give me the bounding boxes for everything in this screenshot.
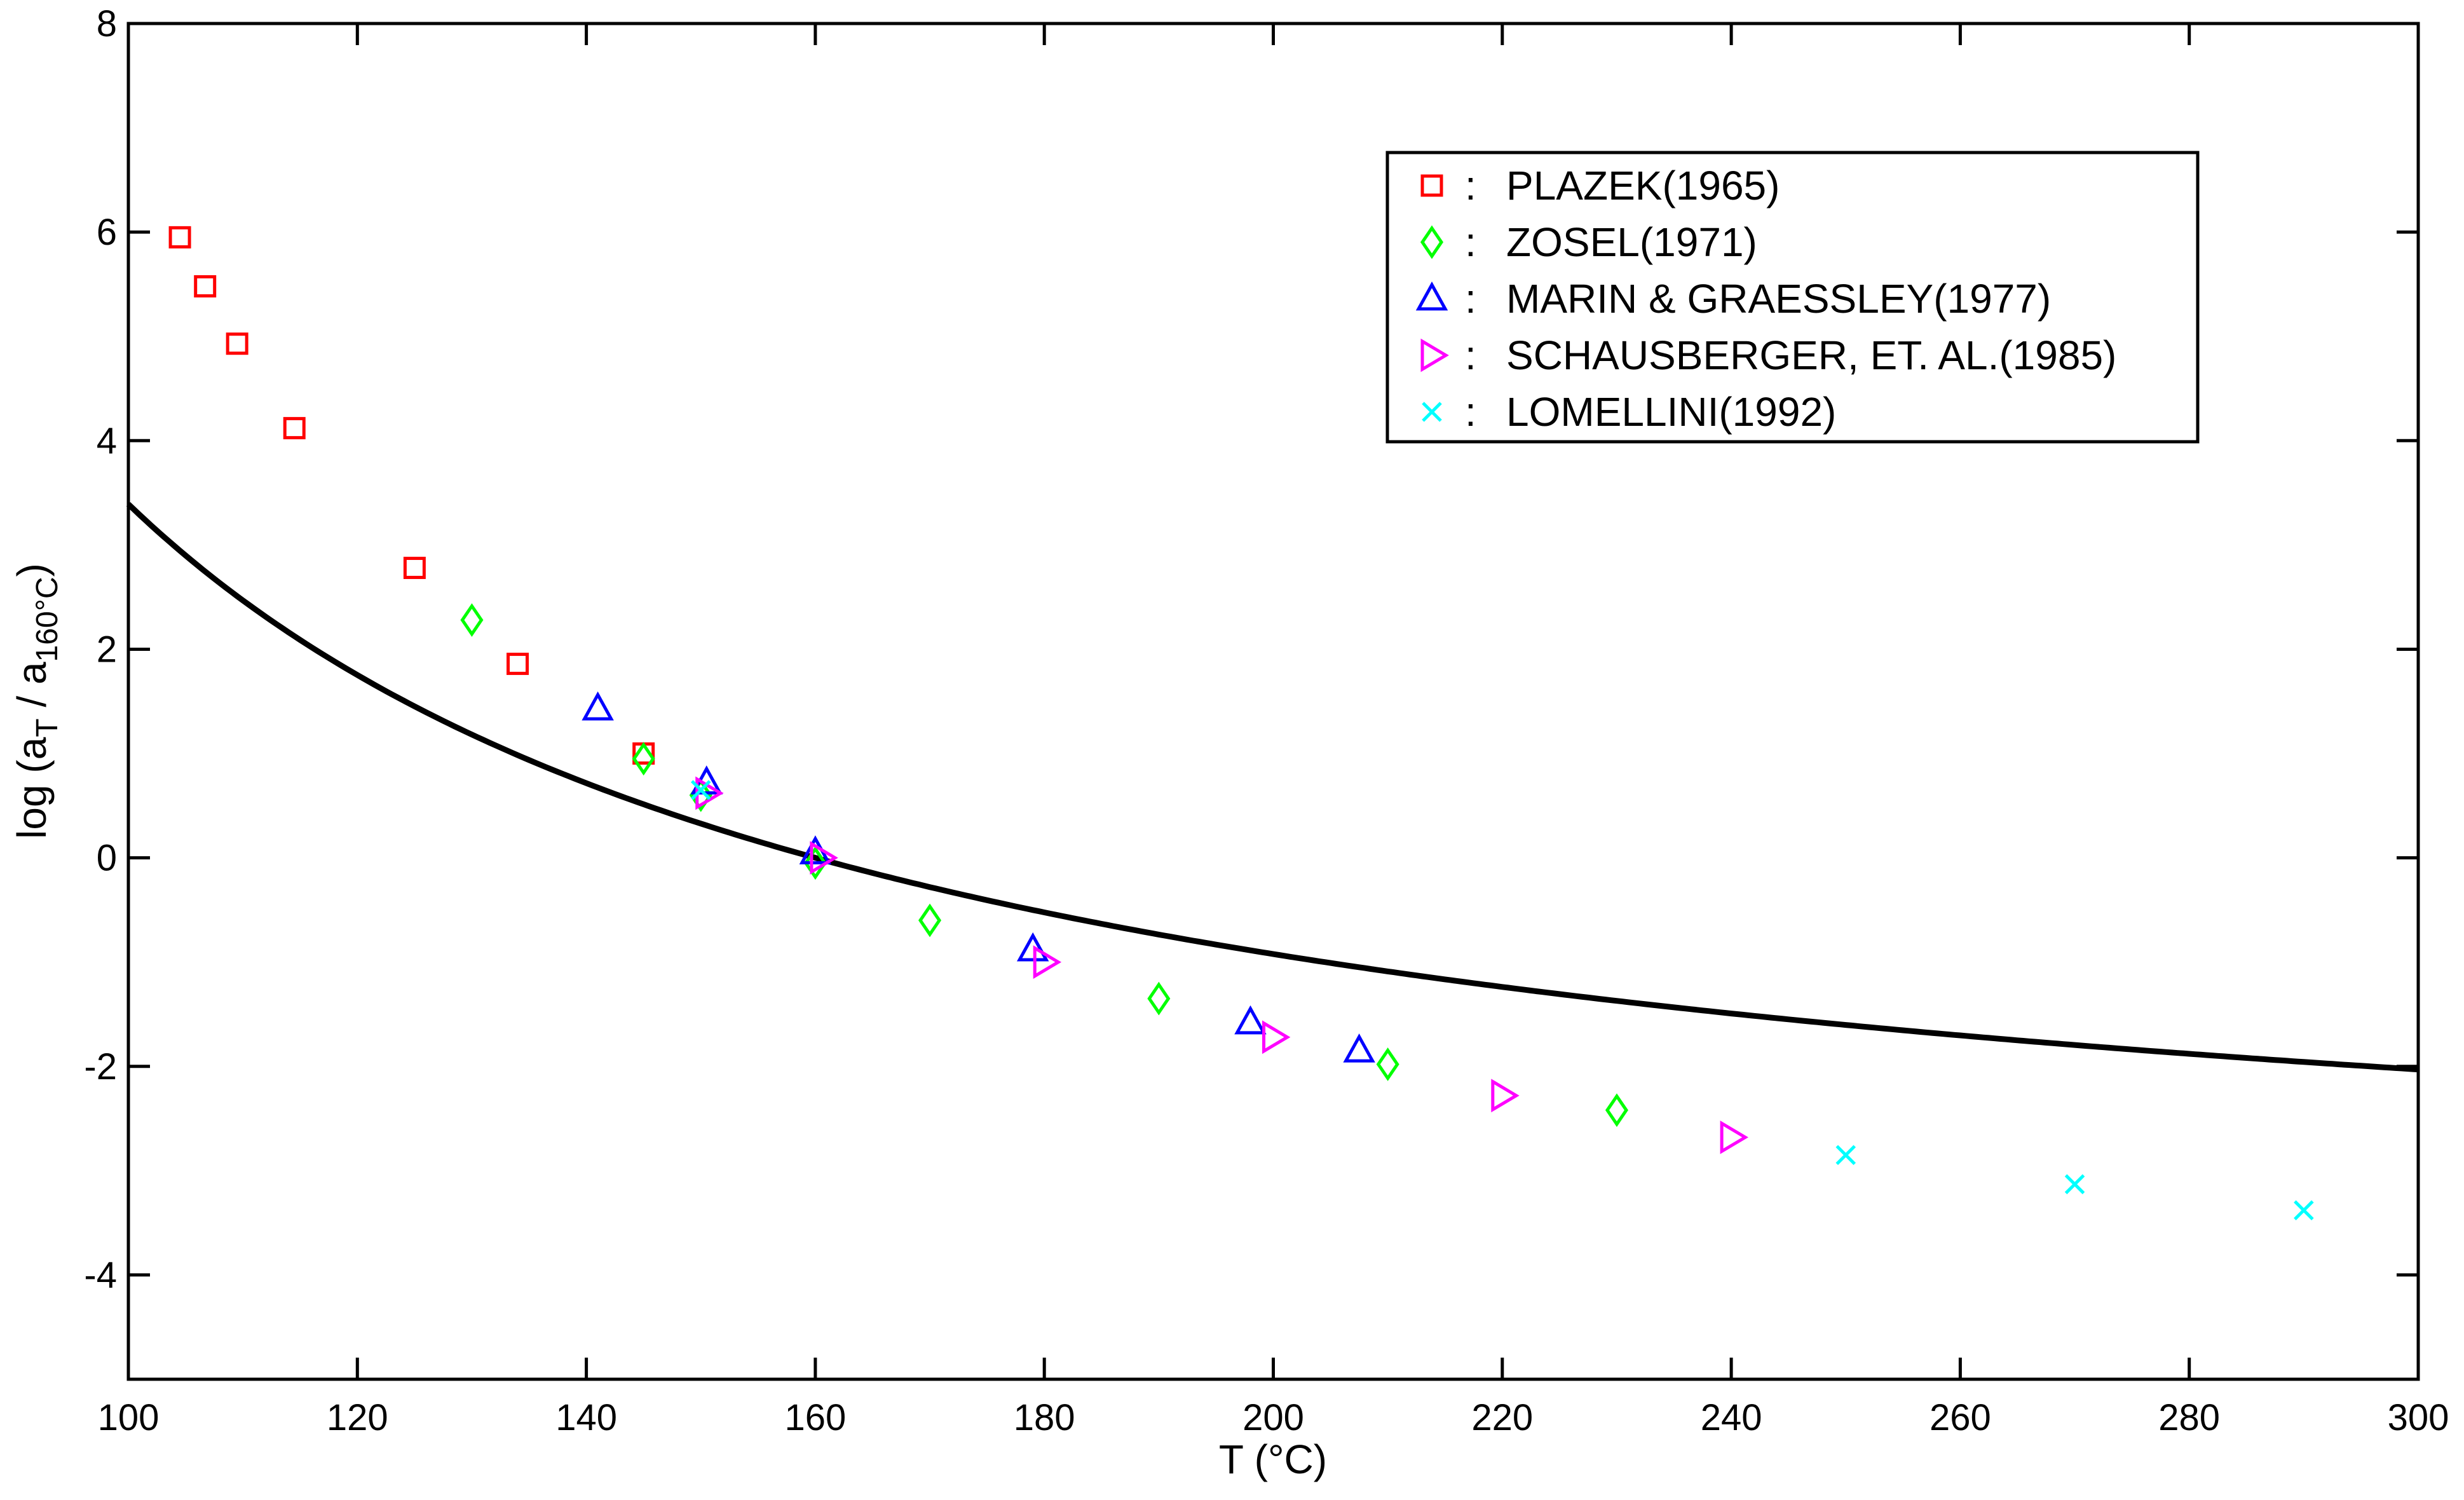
series-4-point-3 [2294,1200,2314,1220]
x-tick-label-220: 220 [1471,1397,1533,1438]
legend-marker-0 [1420,174,1443,197]
series-4-point-2 [2064,1174,2085,1194]
series-2-point-5 [1343,1033,1375,1063]
series-3-point-3 [1262,1020,1291,1054]
legend-separator-2: : [1465,276,1476,322]
y-axis-title-subscript-1: T [31,718,64,737]
y-axis-title: log (aT / a160°C) [9,563,64,839]
fit-curve-group [126,501,2419,1073]
legend-box [1385,151,2200,444]
legend-marker-3 [1420,338,1449,372]
axis-ticks [126,22,2420,1379]
fit-curve [126,501,2419,1073]
legend-separator-4: : [1465,389,1476,435]
series-0-point-0 [168,226,191,249]
y-tick-labels: -4 -2 0 2 4 6 8 [84,3,117,1296]
legend-separator-3: : [1465,332,1476,378]
series-3-point-4 [1491,1079,1520,1113]
legend-label-2: MARIN & GRAESSLEY(1977) [1506,276,2051,322]
series-1-point-5 [1147,981,1171,1016]
legend: : PLAZEK(1965): ZOSEL(1971): MARIN & GRAESS… [1385,151,2200,444]
series-1-point-3 [803,846,827,880]
x-tick-label-100: 100 [98,1397,160,1438]
data-markers [168,226,2314,1220]
legend-entry-0: : PLAZEK(1965) [1420,163,1780,208]
y-tick-label-4: 4 [97,420,117,461]
x-tick-labels: 100 120 140 160 180 200 220 240 260 280 300 [98,1397,2449,1438]
legend-entry-4: : LOMELLINI(1992) [1422,389,1836,435]
series-0-point-4 [403,556,426,579]
series-0-point-5 [507,652,529,675]
y-axis-title-suffix: ) [9,563,55,576]
series-3-point-1 [810,841,838,875]
series-2-point-4 [1234,1005,1267,1035]
series-0-point-2 [226,332,248,355]
series-1-point-7 [1605,1093,1628,1128]
series-1-point-4 [918,903,942,938]
series-1-point-0 [460,603,484,637]
legend-entry-3: : SCHAUSBERGER, ET. AL.(1985) [1420,332,2116,378]
legend-entry-2: : MARIN & GRAESSLEY(1977) [1415,276,2051,322]
series-0 [168,226,655,765]
y-tick-label-0: 0 [97,838,117,879]
x-tick-label-260: 260 [1930,1397,1991,1438]
series-4-point-0 [690,780,711,800]
legend-marker-2 [1415,281,1448,311]
legend-entry-1: : ZOSEL(1971) [1420,219,1757,265]
legend-marker-1 [1420,225,1444,259]
x-tick-label-300: 300 [2388,1397,2449,1438]
y-axis-title-middle: / a [9,662,55,718]
series-3-point-2 [1033,945,1062,979]
legend-marker-4 [1422,402,1442,422]
x-tick-label-200: 200 [1242,1397,1304,1438]
legend-label-4: LOMELLINI(1992) [1506,389,1836,435]
series-1-point-6 [1376,1047,1399,1081]
series-0-point-1 [194,275,217,297]
plot-area [126,22,2420,1381]
legend-label-0: PLAZEK(1965) [1506,163,1780,208]
x-tick-label-180: 180 [1014,1397,1075,1438]
series-2-point-3 [1016,932,1049,962]
legend-entries: : PLAZEK(1965): ZOSEL(1971): MARIN & GRAESS… [1415,163,2116,435]
y-axis-title-subscript-2: 160°C [31,577,64,662]
series-1-point-1 [632,742,655,776]
series-4-point-1 [1835,1145,1856,1165]
x-tick-label-120: 120 [327,1397,388,1438]
y-tick-label-6: 6 [97,212,117,253]
y-axis-title-prefix: log (a [9,737,55,839]
legend-label-1: ZOSEL(1971) [1506,219,1757,265]
x-tick-label-280: 280 [2158,1397,2220,1438]
x-axis-title: T (°C) [1219,1436,1327,1482]
legend-label-3: SCHAUSBERGER, ET. AL.(1985) [1506,332,2116,378]
legend-separator-1: : [1465,219,1476,265]
y-tick-label--2: -2 [84,1046,117,1088]
x-tick-label-140: 140 [555,1397,617,1438]
series-2-point-0 [582,691,614,721]
legend-separator-0: : [1465,163,1476,208]
y-tick-label-2: 2 [97,629,117,670]
series-0-point-3 [283,417,306,440]
x-tick-label-240: 240 [1701,1397,1762,1438]
series-4 [690,780,2314,1220]
series-3-point-5 [1720,1120,1748,1154]
y-tick-label--4: -4 [84,1255,117,1296]
y-tick-label-8: 8 [97,3,117,44]
x-tick-label-160: 160 [785,1397,847,1438]
